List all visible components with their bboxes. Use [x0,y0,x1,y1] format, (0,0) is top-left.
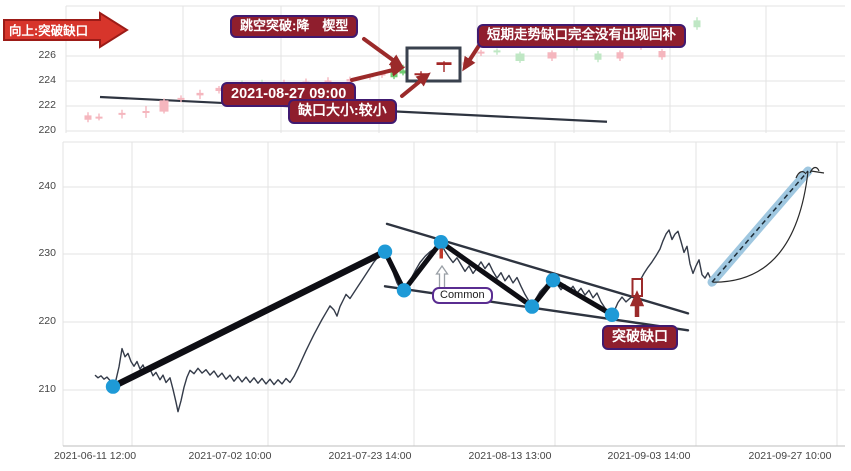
top-y-tick: 220 [38,124,56,136]
bottom-y-tick: 230 [38,247,56,259]
x-tick: 2021-08-13 13:00 [468,450,552,462]
label-common-pattern: Common [432,287,493,304]
bottom-y-tick: 220 [38,315,56,327]
bottom-y-tick: 240 [38,180,56,192]
x-tick: 2021-09-03 14:00 [607,450,691,462]
banner-up-breakout-gap-label: 向上:突破缺口 [9,24,89,38]
x-tick: 2021-06-11 12:00 [53,450,137,462]
label-gap-breakout-wedge: 跳空突破:降 楔型 [230,15,359,39]
x-tick: 2021-07-02 10:00 [188,450,272,462]
x-tick: 2021-07-23 14:00 [328,450,412,462]
top-y-tick: 224 [38,74,56,86]
top-y-tick: 222 [38,99,56,111]
top-y-tick: 226 [38,49,56,61]
bottom-y-tick: 210 [38,383,56,395]
label-gap-no-backfill: 短期走势缺口完全没有出现回补 [477,24,686,48]
label-gap-size: 缺口大小:较小 [288,99,397,124]
x-tick: 2021-09-27 10:00 [748,450,832,462]
label-breakout-gap: 突破缺口 [602,325,678,350]
